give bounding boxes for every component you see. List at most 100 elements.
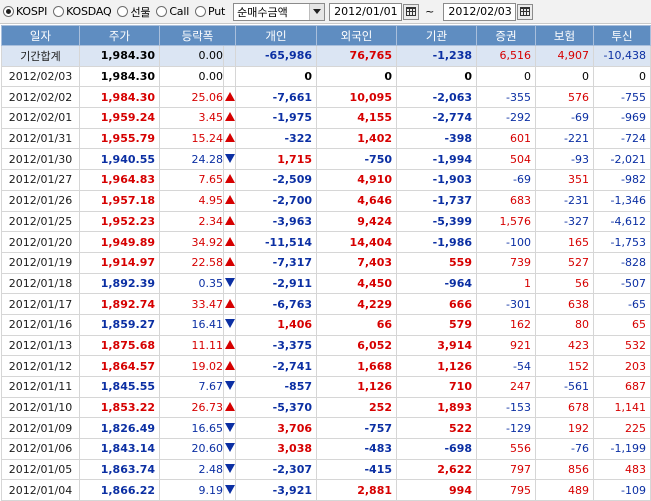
cell-securities: -292 (476, 107, 536, 129)
cell-foreign: 9,424 (316, 210, 397, 233)
table-row[interactable]: 2012/01/18 1,892.39 0.35 -2,911 4,450 -964 1 56… (1, 272, 651, 295)
cell-foreign: 10,095 (316, 86, 397, 109)
cell-date: 2012/01/30 (1, 148, 80, 171)
triangle-up-icon (224, 91, 235, 101)
table-row[interactable]: 2012/01/11 1,845.55 7.67 -857 1,126 710 247 -56… (1, 376, 651, 398)
cell-change: 7.67 (159, 376, 224, 398)
cell-individual: 3,706 (235, 417, 317, 440)
table-row[interactable]: 2012/01/10 1,853.22 26.73 -5,370 252 1,893 -15… (1, 396, 651, 419)
cell-institution: -1,737 (396, 189, 477, 212)
table-row[interactable]: 2012/01/20 1,949.89 34.92 -11,514 14,404 -1,9… (1, 231, 651, 253)
table-row[interactable]: 2012/01/09 1,826.49 16.65 3,706 -757 522 -129 1… (1, 417, 651, 440)
cell-individual: -7,661 (235, 86, 317, 109)
table-row[interactable]: 2012/01/19 1,914.97 22.58 -7,317 7,403 559 739… (1, 251, 651, 274)
cell-foreign: -483 (316, 438, 397, 460)
cell-investment-trust: -1,753 (593, 231, 651, 253)
table-row[interactable]: 2012/01/31 1,955.79 15.24 -322 1,402 -398 601-… (1, 127, 651, 150)
cell-change: 4.95 (159, 189, 224, 212)
table-row[interactable]: 2012/01/30 1,940.55 24.28 1,715 -750 -1,994 50… (1, 148, 651, 171)
cell-securities: 683 (476, 189, 536, 212)
cell-change-arrow (223, 86, 236, 109)
header-foreign[interactable]: 외국인 (316, 25, 397, 46)
table-row[interactable]: 2012/01/25 1,952.23 2.34 -3,963 9,424 -5,399 1… (1, 210, 651, 233)
table-row[interactable]: 2012/01/05 1,863.74 2.48 -2,307 -415 2,622 797… (1, 458, 651, 481)
cell-price: 1,875.68 (79, 334, 160, 357)
radio-put[interactable]: Put (195, 5, 225, 18)
calendar-from-button[interactable] (403, 3, 420, 20)
triangle-down-icon (224, 464, 235, 474)
cell-change: 0.00 (159, 45, 224, 67)
cell-change: 0.00 (159, 65, 224, 88)
cell-change-arrow (223, 65, 236, 88)
cell-individual: -5,370 (235, 396, 317, 419)
cell-price: 1,949.89 (79, 231, 160, 253)
table-row[interactable]: 2012/01/16 1,859.27 16.41 1,406 66 579 162 80 65 (1, 313, 651, 336)
triangle-down-icon (224, 484, 235, 494)
cell-insurance: 351 (535, 169, 594, 191)
header-individual[interactable]: 개인 (235, 25, 317, 46)
cell-change-arrow (223, 107, 236, 129)
table-row[interactable]: 2012/01/17 1,892.74 33.47 -6,763 4,229 666 -30… (1, 293, 651, 315)
radio-call[interactable]: Call (156, 5, 189, 18)
table-row[interactable]: 2012/01/13 1,875.68 11.11 -3,375 6,052 3,914 9… (1, 334, 651, 357)
cell-securities: -153 (476, 396, 536, 419)
cell-insurance: 192 (535, 417, 594, 440)
calendar-to-button[interactable] (517, 3, 534, 20)
header-securities[interactable]: 증권 (476, 25, 536, 46)
table-row[interactable]: 2012/01/27 1,964.83 7.65 -2,509 4,910 -1,903-… (1, 169, 651, 191)
cell-price: 1,826.49 (79, 417, 160, 440)
radio-futures[interactable]: 선물 (117, 4, 151, 20)
table-header-row: 일자 주가 등락폭 개인 외국인 기관 증권 보험 투신 (1, 25, 651, 46)
header-investment-trust[interactable]: 투신 (593, 25, 651, 46)
triangle-down-icon (224, 381, 235, 391)
cell-date: 2012/01/26 (1, 189, 80, 212)
cell-change-arrow (223, 293, 236, 315)
summary-row[interactable]: 기간합계 1,984.30 0.00 -65,986 76,765 -1,238 6,516… (1, 45, 651, 67)
table-row[interactable]: 2012/01/04 1,866.22 9.19 -3,921 2,881 994 795 4… (1, 479, 651, 501)
cell-change: 7.65 (159, 169, 224, 191)
amount-type-select[interactable]: 순매수금액 (233, 2, 326, 21)
header-price[interactable]: 주가 (79, 25, 160, 46)
cell-securities: -129 (476, 417, 536, 440)
cell-price: 1,866.22 (79, 479, 160, 501)
cell-price: 1,957.18 (79, 189, 160, 212)
header-institution[interactable]: 기관 (396, 25, 477, 46)
date-from-input[interactable]: 2012/01/01 (329, 2, 403, 21)
cell-price: 1,984.30 (79, 65, 160, 88)
triangle-up-icon (224, 402, 235, 412)
cell-individual: -2,911 (235, 272, 317, 295)
radio-kosdaq[interactable]: KOSDAQ (53, 5, 112, 18)
cell-institution: -2,774 (396, 107, 477, 129)
cell-investment-trust: -982 (593, 169, 651, 191)
cell-individual: -2,509 (235, 169, 317, 191)
cell-foreign: 6,052 (316, 334, 397, 357)
cell-foreign: 1,402 (316, 127, 397, 150)
cell-individual: -322 (235, 127, 317, 150)
header-insurance[interactable]: 보험 (535, 25, 594, 46)
cell-institution: -698 (396, 438, 477, 460)
cell-institution: 3,914 (396, 334, 477, 357)
cell-investment-trust: -724 (593, 127, 651, 150)
cell-investment-trust: 532 (593, 334, 651, 357)
cell-institution: -964 (396, 272, 477, 295)
cell-investment-trust: 0 (593, 65, 651, 88)
table-row[interactable]: 2012/02/02 1,984.30 25.06 -7,661 10,095 -2,06… (1, 86, 651, 109)
header-change[interactable]: 등락폭 (159, 25, 236, 46)
table-row[interactable]: 2012/01/06 1,843.14 20.60 3,038 -483 -698 556-… (1, 438, 651, 460)
cell-change-arrow (223, 210, 236, 233)
cell-change-arrow (223, 189, 236, 212)
table-row[interactable]: 2012/01/26 1,957.18 4.95 -2,700 4,646 -1,737 6… (1, 189, 651, 212)
cell-foreign: 76,765 (316, 45, 397, 67)
chevron-down-icon[interactable] (309, 3, 325, 20)
date-to-input[interactable]: 2012/02/03 (443, 2, 517, 21)
table-row[interactable]: 2012/01/12 1,864.57 19.02 -2,741 1,668 1,126-… (1, 355, 651, 377)
cell-institution: 710 (396, 376, 477, 398)
cell-insurance: -327 (535, 210, 594, 233)
cell-investment-trust: -828 (593, 251, 651, 274)
header-date[interactable]: 일자 (1, 25, 80, 46)
table-row[interactable]: 2012/02/01 1,959.24 3.45 -1,975 4,155 -2,774-… (1, 107, 651, 129)
radio-kospi[interactable]: KOSPI (3, 5, 47, 18)
cell-investment-trust: 65 (593, 313, 651, 336)
cell-foreign: 4,646 (316, 189, 397, 212)
table-row[interactable]: 2012/02/03 1,984.30 0.00 0 0 0 0 0 0 (1, 65, 651, 88)
